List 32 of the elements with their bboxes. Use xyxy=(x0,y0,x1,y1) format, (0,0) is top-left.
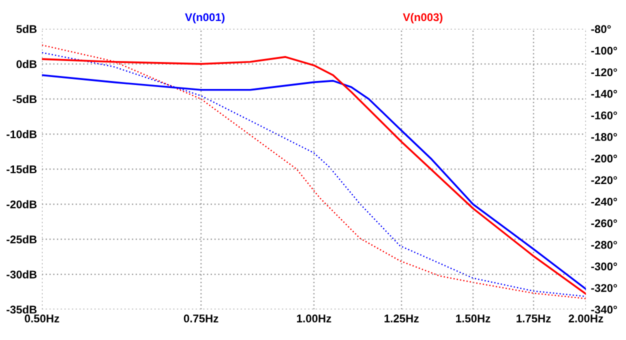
x-tick-label: 1.50Hz xyxy=(456,314,490,322)
x-tick-label: 1.00Hz xyxy=(297,314,332,322)
y-tick-label: -15dB xyxy=(6,165,37,174)
y2-tick-label: -340° xyxy=(591,306,617,314)
y-tick-label: -20dB xyxy=(6,200,37,208)
x-tick-label: 0.75Hz xyxy=(184,314,218,322)
y-tick-label: -5dB xyxy=(12,95,37,104)
y2-tick-label: -80° xyxy=(591,25,611,34)
y-tick-label: -30dB xyxy=(6,270,37,278)
y2-tick-label: -220° xyxy=(591,176,617,184)
y2-tick-label: -140° xyxy=(591,90,617,98)
y2-tick-label: -100° xyxy=(591,46,617,55)
y2-tick-label: -280° xyxy=(591,240,617,249)
x-tick-label: 1.75Hz xyxy=(516,314,551,322)
y2-tick-label: -160° xyxy=(591,111,617,120)
y-tick-label: 5dB xyxy=(16,24,37,34)
x-tick-label: 2.00Hz xyxy=(568,314,604,322)
y2-tick-label: -320° xyxy=(591,284,617,292)
text: V(n003) xyxy=(402,12,442,24)
y2-tick-label: -260° xyxy=(591,219,617,228)
y-tick-label: -25dB xyxy=(6,235,37,244)
y-tick-label: 0dB xyxy=(16,60,37,68)
y2-tick-label: -200° xyxy=(591,154,617,162)
text: V(n001) xyxy=(184,12,224,24)
y-tick-label: -35dB xyxy=(6,305,37,314)
y2-tick-label: -240° xyxy=(591,198,617,206)
y2-tick-label: -180° xyxy=(591,133,617,141)
x-tick-label: 0.50Hz xyxy=(24,314,60,322)
y-tick-label: -10dB xyxy=(6,130,37,138)
x-tick-label: 1.25Hz xyxy=(384,314,419,322)
y2-tick-label: -120° xyxy=(591,68,617,76)
y2-tick-label: -300° xyxy=(591,262,617,270)
